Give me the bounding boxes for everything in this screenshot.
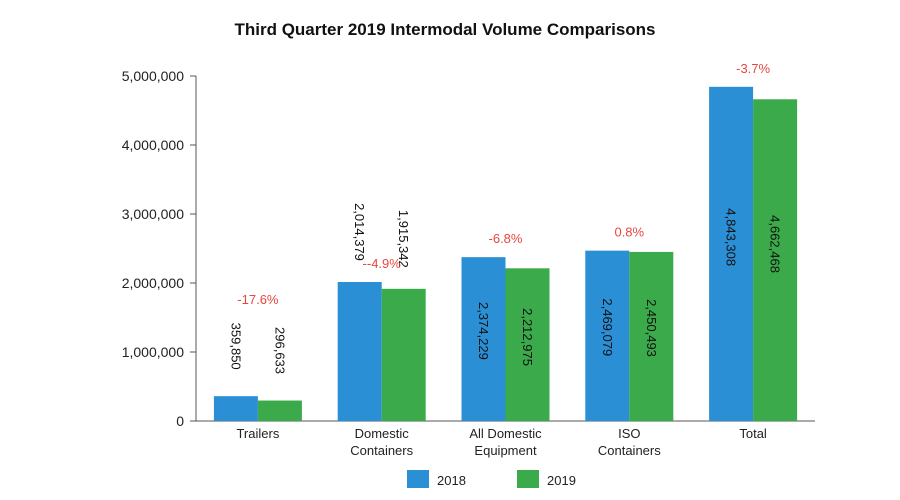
category-label-1: Containers <box>350 443 413 458</box>
category-label-2: Equipment <box>474 443 537 458</box>
bar-2019-3 <box>629 251 674 421</box>
category-label-0: Trailers <box>236 426 279 441</box>
change-label-0: -17.6% <box>237 292 279 307</box>
value-label-2019-2: 2,212,975 <box>520 308 535 366</box>
legend: 2018 2019 <box>407 470 576 488</box>
change-label-2: -6.8% <box>489 231 523 246</box>
bar-2018-0 <box>213 396 258 421</box>
category-label-2: All Domestic <box>469 426 542 441</box>
value-label-2018-3: 2,469,079 <box>600 298 615 356</box>
value-label-2018-1: 2,014,379 <box>352 203 367 261</box>
change-label-4: -3.7% <box>736 61 770 76</box>
bar-2018-1 <box>337 282 382 421</box>
bar-2018-2 <box>461 257 506 421</box>
legend-swatch-2019 <box>517 470 539 488</box>
value-label-2018-0: 359,850 <box>228 323 243 370</box>
bars <box>213 86 798 422</box>
category-label-3: Containers <box>598 443 661 458</box>
legend-label-2018: 2018 <box>437 473 466 488</box>
value-label-2019-4: 4,662,468 <box>768 215 783 273</box>
y-tick-label: 2,000,000 <box>122 275 184 291</box>
change-label-3: 0.8% <box>614 225 644 240</box>
legend-label-2019: 2019 <box>547 473 576 488</box>
bar-2018-3 <box>585 250 630 421</box>
value-label-2019-3: 2,450,493 <box>644 299 659 357</box>
data-labels: 359,850 296,633 -17.6% 2,014,379 1,915,342--… <box>228 61 782 374</box>
value-label-2018-4: 4,843,308 <box>724 208 739 266</box>
value-label-2019-0: 296,633 <box>272 327 287 374</box>
category-label-1: Domestic <box>355 426 410 441</box>
y-tick-label: 3,000,000 <box>122 206 184 222</box>
y-tick-label: 1,000,000 <box>122 344 184 360</box>
bar-2019-4 <box>753 99 798 422</box>
legend-swatch-2018 <box>407 470 429 488</box>
bar-2019-2 <box>505 268 550 421</box>
bar-2018-4 <box>709 86 754 422</box>
chart-title: Third Quarter 2019 Intermodal Volume Com… <box>234 20 655 39</box>
category-label-4: Total <box>739 426 767 441</box>
y-tick-label: 4,000,000 <box>122 137 184 153</box>
y-tick-label: 0 <box>176 413 184 429</box>
category-label-3: ISO <box>618 426 640 441</box>
bar-2019-0 <box>257 400 302 421</box>
change-label-1: --4.9% <box>363 256 402 271</box>
value-label-2019-1: 1,915,342 <box>396 210 411 268</box>
value-label-2018-2: 2,374,229 <box>476 302 491 360</box>
axes: 0 1,000,000 2,000,000 3,000,000 4,000,000 5,0… <box>122 68 815 458</box>
bar-2019-1 <box>381 288 426 421</box>
y-tick-label: 5,000,000 <box>122 68 184 84</box>
